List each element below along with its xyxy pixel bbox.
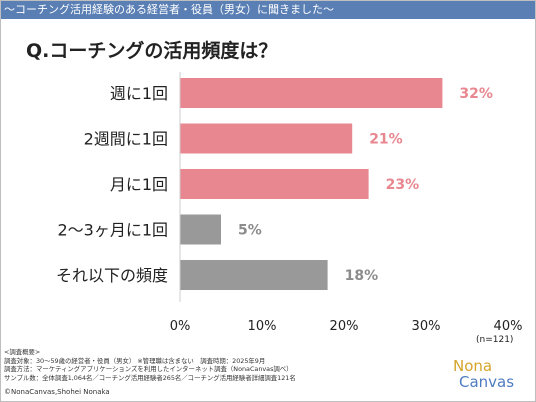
bar-3 [180,214,221,245]
nonacanvas-logo: Nona Canvas [453,358,533,398]
bar-2 [180,169,369,199]
sample-size-label: (n=121) [476,335,514,345]
survey-line-method: 調査方法：マーケティングアプリケーションズを利用したインターネット調査（Nona… [4,365,293,374]
bar-0 [180,78,443,108]
bar-4 [180,260,328,290]
survey-line-target: 調査対象：30〜59歳の経営者・役員（男女） ※管理職は含まない 調査時期：20… [4,356,266,365]
survey-line-sample: サンプル数：全体調査1,064名／コーチング活用経験者265名／コーチング活用経… [4,373,296,382]
copyright: ©NonaCanvas,Shohei Nonaka [4,388,110,396]
header-banner: 〜コーチング活用経験のある経営者・役員（男女）に聞きました〜 [0,0,536,19]
value-label-2: 23% [386,177,420,193]
category-label-0: 週に1回 [110,84,168,103]
category-label-1: 2週間に1回 [84,130,168,149]
category-label-4: それ以下の頻度 [56,266,168,285]
survey-heading: <調査概要> [4,348,41,356]
value-label-0: 32% [459,86,493,102]
x-tick-label-1: 10% [248,319,277,334]
x-tick-label-3: 30% [412,319,441,334]
bar-1 [180,123,353,154]
x-tick-label-2: 20% [330,319,359,334]
logo-text-nona: Nona [453,357,493,375]
value-label-1: 21% [369,132,403,148]
x-tick-label-0: 0% [170,319,191,334]
category-label-2: 月に1回 [110,175,168,194]
bar-chart: 週に1回 32% 2週間に1回 21% 月に1回 23% 2〜3ヶ月に1回 5% それ以下の頻度… [56,72,523,334]
logo-text-canvas: Canvas [459,373,515,391]
x-tick-label-4: 40% [494,319,523,334]
category-label-3: 2〜3ヶ月に1回 [57,221,168,240]
survey-overview: <調査概要> 調査対象：30〜59歳の経営者・役員（男女） ※管理職は含まない … [4,348,296,382]
question-title: Q.コーチングの活用頻度は？ [26,40,278,62]
value-label-4: 18% [345,268,379,284]
value-label-3: 5% [238,223,262,239]
